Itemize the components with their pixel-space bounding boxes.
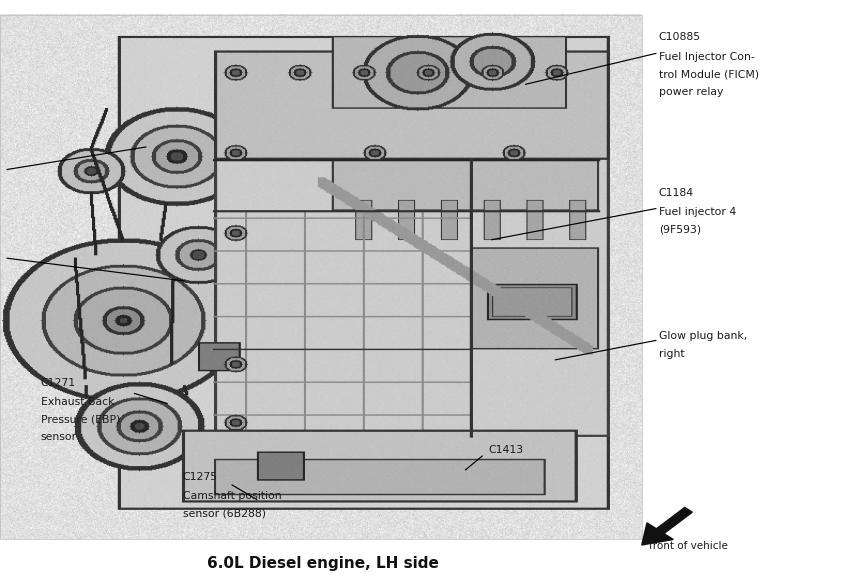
Text: Exhaust Back: Exhaust Back [41,397,114,407]
Text: front of vehicle: front of vehicle [649,541,728,551]
Text: C10885: C10885 [659,32,701,42]
Text: sensor (6B288): sensor (6B288) [183,509,266,519]
Text: Fuel injector 4: Fuel injector 4 [659,207,736,217]
Text: Glow plug bank,: Glow plug bank, [659,331,747,341]
Text: C1413: C1413 [489,445,524,455]
Text: trol Module (FICM): trol Module (FICM) [659,69,759,79]
Text: Fuel Injector Con-: Fuel Injector Con- [659,52,755,62]
FancyArrow shape [642,507,692,545]
Text: C1184: C1184 [659,188,694,197]
Text: right: right [659,349,684,359]
Text: (9F593): (9F593) [659,224,701,234]
Text: 6.0L Diesel engine, LH side: 6.0L Diesel engine, LH side [207,556,439,571]
Bar [0,15,642,539]
Text: C1275: C1275 [183,472,218,482]
Text: sensor: sensor [41,432,77,442]
Text: Pressure (EBP): Pressure (EBP) [41,415,120,425]
Text: Camshaft position: Camshaft position [183,491,281,501]
Text: power relay: power relay [659,87,723,97]
Text: C1271: C1271 [41,378,76,388]
